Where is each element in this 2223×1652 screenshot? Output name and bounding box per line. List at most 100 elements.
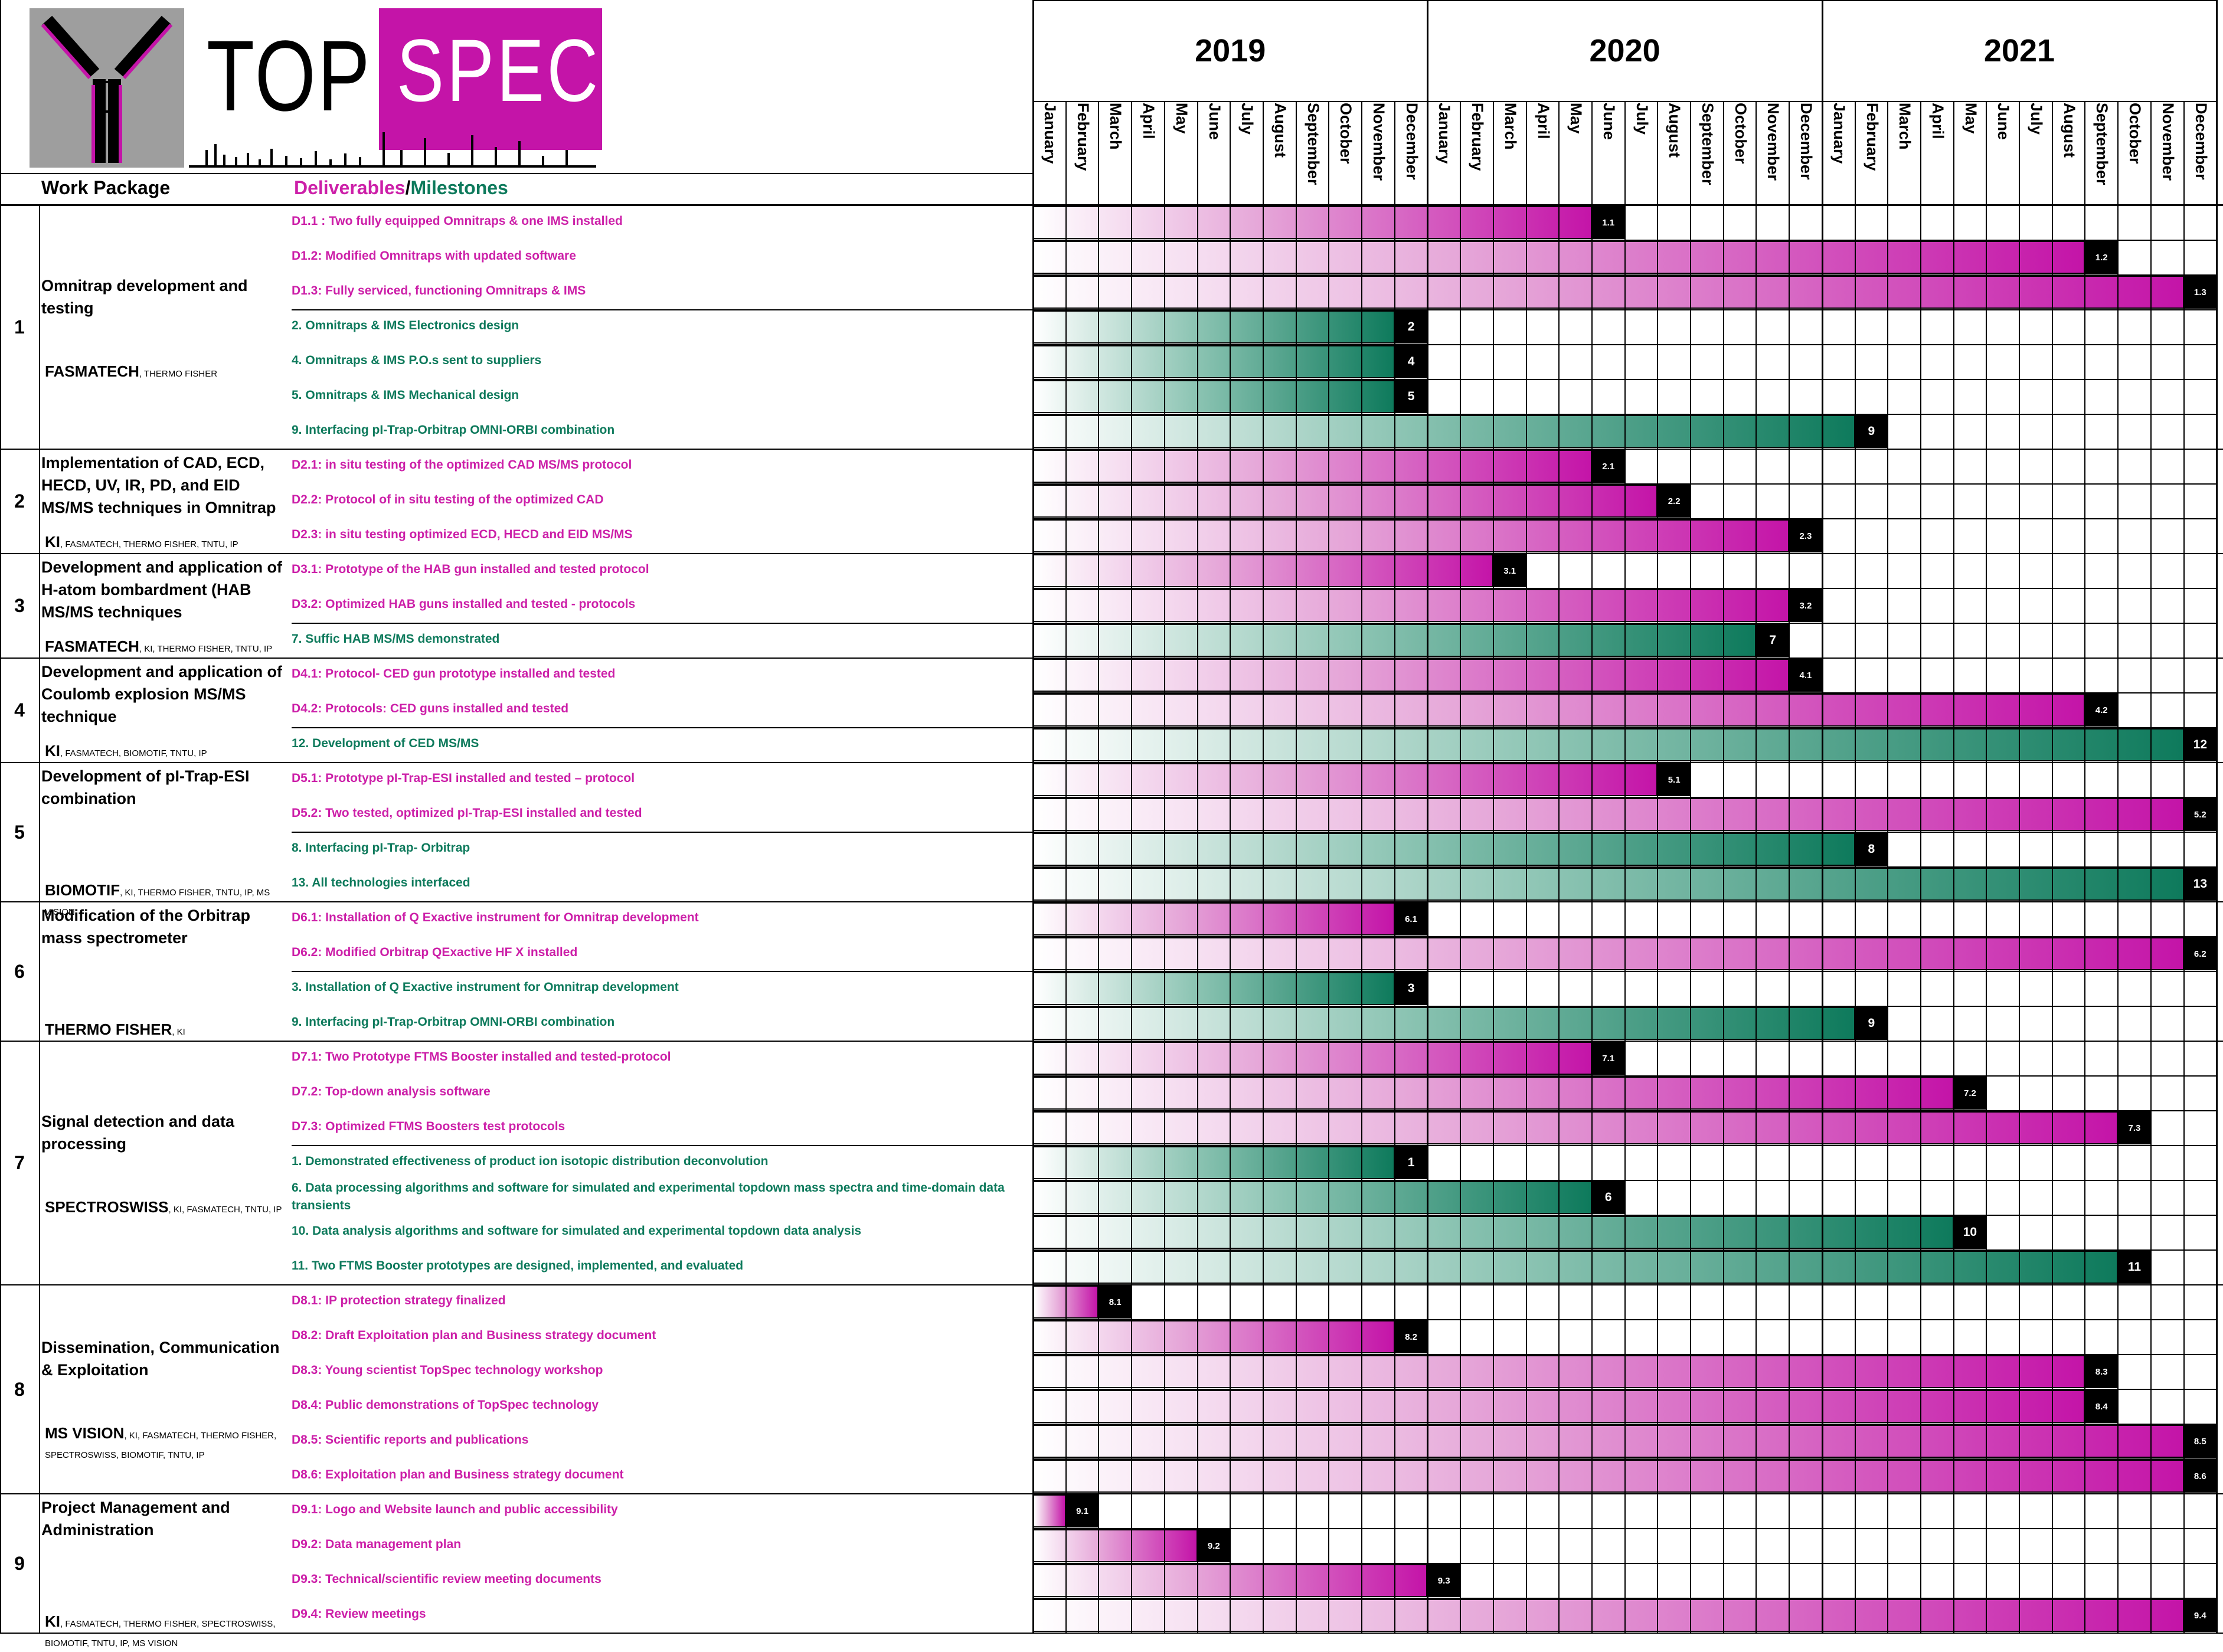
deliverable-label: D1.2: Modified Omnitraps with updated so… <box>292 249 576 263</box>
deliverable-milestone-divider <box>292 623 1033 624</box>
month-label-text: June <box>1600 103 1618 140</box>
month-label: July <box>2019 102 2052 202</box>
frame-bottom <box>0 1633 2223 1634</box>
month-label: August <box>1263 102 1296 202</box>
work-package-title: Project Management and Administration <box>41 1499 230 1539</box>
frame-top <box>1033 0 2217 1</box>
deliverable-label: D1.1 : Two fully equipped Omnitraps & on… <box>292 214 623 228</box>
grid-month-line <box>1460 102 1462 1633</box>
month-label: October <box>2118 102 2151 202</box>
grid-month-line <box>1920 102 1921 1633</box>
deliverable-label: D9.1: Logo and Website launch and public… <box>292 1503 618 1516</box>
deliverables-milestones-header: Deliverables/Milestones <box>294 177 508 199</box>
month-label: April <box>1132 102 1165 202</box>
gantt-milestone-marker: 2.2 <box>1658 485 1691 518</box>
grid-month-line <box>1394 102 1395 1633</box>
logo-spec-text: SPEC <box>397 21 601 120</box>
gantt-milestone-marker: 11 <box>2118 1251 2151 1284</box>
gantt-bar <box>1033 276 2184 309</box>
grid-month-line <box>2150 102 2152 1633</box>
gantt-milestone-marker: 2 <box>1394 310 1428 344</box>
month-label-text: March <box>1501 103 1519 150</box>
grid-month-line <box>1230 102 1231 1633</box>
gantt-milestone-marker: 1.2 <box>2085 241 2119 274</box>
gantt-bar <box>1033 485 1658 518</box>
gantt-bar <box>1033 1146 1395 1179</box>
gantt-bar <box>1033 659 1790 692</box>
milestone-label: 5. Omnitraps & IMS Mechanical design <box>292 388 519 402</box>
deliverable-label: D3.2: Optimized HAB guns installed and t… <box>292 597 636 611</box>
month-label: January <box>1033 102 1066 202</box>
milestone-label: 3. Installation of Q Exactive instrument… <box>292 980 679 994</box>
milestone-label: 6. Data processing algorithms and softwa… <box>292 1181 1005 1212</box>
milestones-header: Milestones <box>410 177 508 198</box>
lead-partner: FASMATECH <box>45 362 139 380</box>
gantt-milestone-marker: 5.2 <box>2183 798 2217 831</box>
logo-spec-box: SPEC <box>379 8 602 150</box>
grid-month-line <box>1953 102 1954 1633</box>
gantt-bar <box>1033 310 1395 344</box>
work-package-number: 7 <box>14 1152 25 1173</box>
grid-month-line <box>1558 102 1560 1633</box>
gantt-milestone-marker: 7.3 <box>2118 1111 2151 1144</box>
gantt-bar <box>1033 1042 1592 1075</box>
work-package-lead: BIOMOTIF, KI, THERMO FISHER, TNTU, IP, M… <box>45 882 287 921</box>
month-label: April <box>1526 102 1560 202</box>
frame-left <box>0 0 1 1633</box>
logo: TOP SPEC <box>30 8 602 168</box>
month-label-text: July <box>2028 103 2045 135</box>
gantt-milestone-marker: 6.2 <box>2183 937 2217 970</box>
month-label-text: January <box>1830 103 1848 164</box>
gantt-bar <box>1033 589 1790 622</box>
deliverable-label: D3.1: Prototype of the HAB gun installed… <box>292 562 649 576</box>
work-package-number: 4 <box>14 699 25 721</box>
month-label: October <box>1724 102 1757 202</box>
gantt-bar <box>1033 972 1395 1005</box>
work-package-title: Development and application of Coulomb e… <box>41 663 283 725</box>
grid-month-line <box>1591 102 1593 1633</box>
month-label-text: June <box>1995 103 2013 140</box>
other-partners: , KI, THERMO FISHER, TNTU, IP, MS VISION <box>45 888 270 917</box>
gantt-milestone-marker: 4 <box>1394 345 1428 378</box>
header-divider <box>0 173 1033 174</box>
grid-month-line <box>1328 102 1330 1633</box>
month-label: July <box>1230 102 1263 202</box>
lead-partner: KI <box>45 533 60 551</box>
antibody-logo-icon <box>30 8 184 168</box>
grid-month-line <box>1821 0 1823 1633</box>
grid-month-line <box>2084 102 2086 1633</box>
other-partners: , KI, THERMO FISHER, TNTU, IP <box>139 644 273 654</box>
deliverables-header: Deliverables <box>294 177 406 198</box>
lead-partner: THERMO FISHER <box>45 1020 172 1038</box>
other-partners: , KI <box>172 1027 185 1037</box>
work-package-number: 8 <box>14 1378 25 1400</box>
gantt-milestone-marker: 9.3 <box>1427 1564 1461 1597</box>
gantt-milestone-marker: 8 <box>1855 833 1888 866</box>
grid-month-line <box>1887 102 1889 1633</box>
month-label-text: February <box>1074 103 1092 171</box>
gantt-bar <box>1033 937 2184 970</box>
month-label: June <box>1986 102 2019 202</box>
grid-month-line <box>2019 102 2020 1633</box>
grid-month-line <box>1789 102 1790 1633</box>
month-label-text: March <box>1107 103 1125 150</box>
work-package-lead: SPECTROSWISS, KI, FASMATECH, TNTU, IP <box>45 1199 287 1218</box>
other-partners: , KI, FASMATECH, THERMO FISHER, SPECTROS… <box>45 1431 277 1460</box>
gantt-bar <box>1033 1460 2184 1493</box>
milestone-label: 11. Two FTMS Booster prototypes are desi… <box>292 1259 744 1272</box>
gantt-milestone-marker: 6 <box>1591 1181 1625 1214</box>
work-package-title: Development and application of H-atom bo… <box>41 558 283 621</box>
month-label: February <box>1066 102 1099 202</box>
grid-month-line <box>1065 102 1067 1633</box>
deliverable-milestone-divider <box>292 1145 1033 1146</box>
work-package-number: 1 <box>14 316 25 338</box>
lead-partner: BIOMOTIF <box>45 881 120 899</box>
milestone-label: 7. Suffic HAB MS/MS demonstrated <box>292 632 500 646</box>
month-label: December <box>1395 102 1428 202</box>
gantt-milestone-marker: 1.1 <box>1591 206 1625 239</box>
deliverable-milestone-divider <box>292 309 1033 310</box>
gantt-bar <box>1033 902 1395 935</box>
month-label: January <box>1427 102 1460 202</box>
deliverable-label: D4.2: Protocols: CED guns installed and … <box>292 702 569 715</box>
